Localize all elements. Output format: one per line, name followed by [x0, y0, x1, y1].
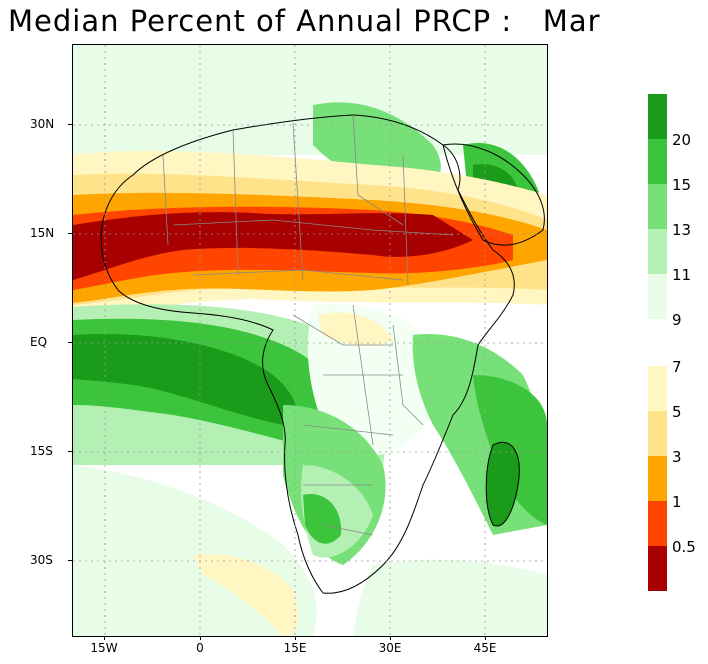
colorbar-swatch-11 — [648, 274, 667, 319]
colorbar-swatch-1 — [648, 501, 667, 546]
madagascar-coast — [485, 442, 520, 527]
graticule — [73, 45, 547, 636]
colorbar-swatch-20 — [648, 139, 667, 184]
lat-label-30s: 30S — [30, 553, 53, 567]
colorbar-swatch-0-5 — [648, 546, 667, 591]
colorbar-label-15: 15 — [672, 176, 692, 194]
lat-tick — [68, 560, 73, 561]
lon-label-15w: 15W — [90, 641, 118, 655]
map-plot-area — [72, 44, 548, 637]
lat-tick — [68, 342, 73, 343]
gulf-dark-green — [73, 334, 297, 425]
colorbar-label-1: 1 — [672, 493, 682, 511]
colorbar-swatch-5 — [648, 411, 667, 456]
colorbar-label-5: 5 — [672, 403, 682, 421]
south-atlantic-yellow — [193, 554, 299, 636]
colorbar-label-3: 3 — [672, 448, 682, 466]
lat-label-15s: 15S — [30, 444, 53, 458]
lon-tick — [200, 636, 201, 640]
lat-label-eq: EQ — [30, 335, 48, 349]
central-africa-light — [307, 304, 442, 456]
lat-label-15n: 15N — [30, 226, 55, 240]
colorbar-label-7: 7 — [672, 358, 682, 376]
country-borders — [162, 114, 454, 536]
lon-label-30e: 30E — [378, 641, 402, 655]
colorbar-swatch-3 — [648, 456, 667, 501]
colorbar-label-13: 13 — [672, 221, 692, 239]
colorbar-label-20: 20 — [672, 131, 692, 149]
lat-tick — [68, 124, 73, 125]
precipitation-map — [73, 45, 547, 636]
south-green — [303, 494, 342, 544]
lon-label-15e: 15E — [283, 641, 307, 655]
lon-tick — [104, 636, 105, 640]
colorbar-swatch-7 — [648, 366, 667, 411]
lon-tick — [485, 636, 486, 640]
colorbar-label-0-5: 0.5 — [672, 538, 696, 556]
north-ocean-light-green — [73, 45, 547, 155]
lat-tick — [68, 233, 73, 234]
madagascar-green — [486, 442, 520, 526]
colorbar-label-9: 9 — [672, 311, 682, 329]
lon-label-0: 0 — [196, 641, 204, 655]
map-title: Median Percent of Annual PRCP : Mar — [8, 4, 601, 38]
colorbar-swatch-top — [648, 94, 667, 139]
colorbar-swatch-15 — [648, 184, 667, 229]
south-indian-light — [353, 559, 547, 636]
africa-coastline — [100, 114, 515, 594]
colorbar-swatch-13 — [648, 229, 667, 274]
lat-tick — [68, 451, 73, 452]
arabia-coast — [442, 143, 545, 246]
lon-tick — [295, 636, 296, 640]
lon-label-45e: 45E — [473, 641, 497, 655]
lon-tick — [390, 636, 391, 640]
congo-yellow — [318, 312, 393, 346]
sahel-dark-red — [73, 212, 473, 280]
lat-label-30n: 30N — [30, 117, 55, 131]
colorbar-label-11: 11 — [672, 266, 692, 284]
